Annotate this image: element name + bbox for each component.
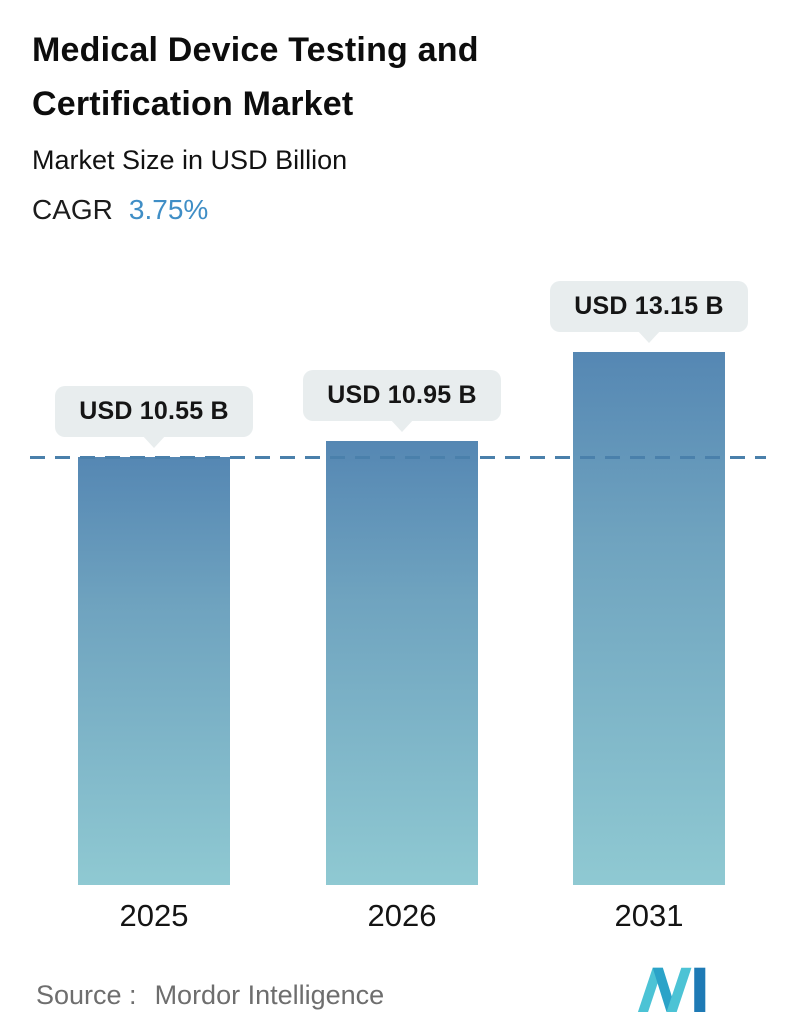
logo-stroke-4 [694, 967, 706, 1012]
value-label-pill: USD 10.55 B [55, 386, 253, 437]
pill-pointer-icon [142, 435, 166, 448]
chart-subtitle: Market Size in USD Billion [32, 145, 348, 176]
bar [573, 352, 725, 885]
mordor-intelligence-logo [637, 967, 706, 1012]
plot-area: USD 10.55 B USD 10.95 B USD 13.15 B [0, 281, 796, 885]
cagr-row: CAGR 3.75% [32, 194, 672, 226]
source-attribution: Source : Mordor Intelligence [36, 980, 384, 1011]
chart-title: Medical Device Testing and Certification… [32, 31, 479, 123]
logo-stroke-3 [666, 967, 692, 1012]
bar-group-2026: USD 10.95 B [303, 370, 501, 885]
x-axis-label-2025: 2025 [119, 898, 189, 933]
bar-group-2031: USD 13.15 B [550, 281, 748, 885]
x-axis: 2025 2026 2031 [0, 898, 796, 940]
value-label-pill: USD 13.15 B [550, 281, 748, 332]
cagr-label: CAGR [32, 194, 113, 226]
cagr-value: 3.75% [128, 194, 209, 226]
pill-pointer-icon [390, 419, 414, 432]
bar [78, 457, 230, 885]
chart-header: Medical Device Testing and Certification… [32, 24, 672, 226]
bar [326, 441, 478, 885]
value-label-pill: USD 10.95 B [303, 370, 501, 421]
x-axis-label-2031: 2031 [614, 898, 684, 933]
source-label: Source : [36, 980, 137, 1010]
pill-pointer-icon [637, 330, 661, 343]
source-value: Mordor Intelligence [154, 980, 385, 1010]
x-axis-label-2026: 2026 [367, 898, 437, 933]
bar-group-2025: USD 10.55 B [55, 386, 253, 885]
reference-line [30, 456, 766, 459]
